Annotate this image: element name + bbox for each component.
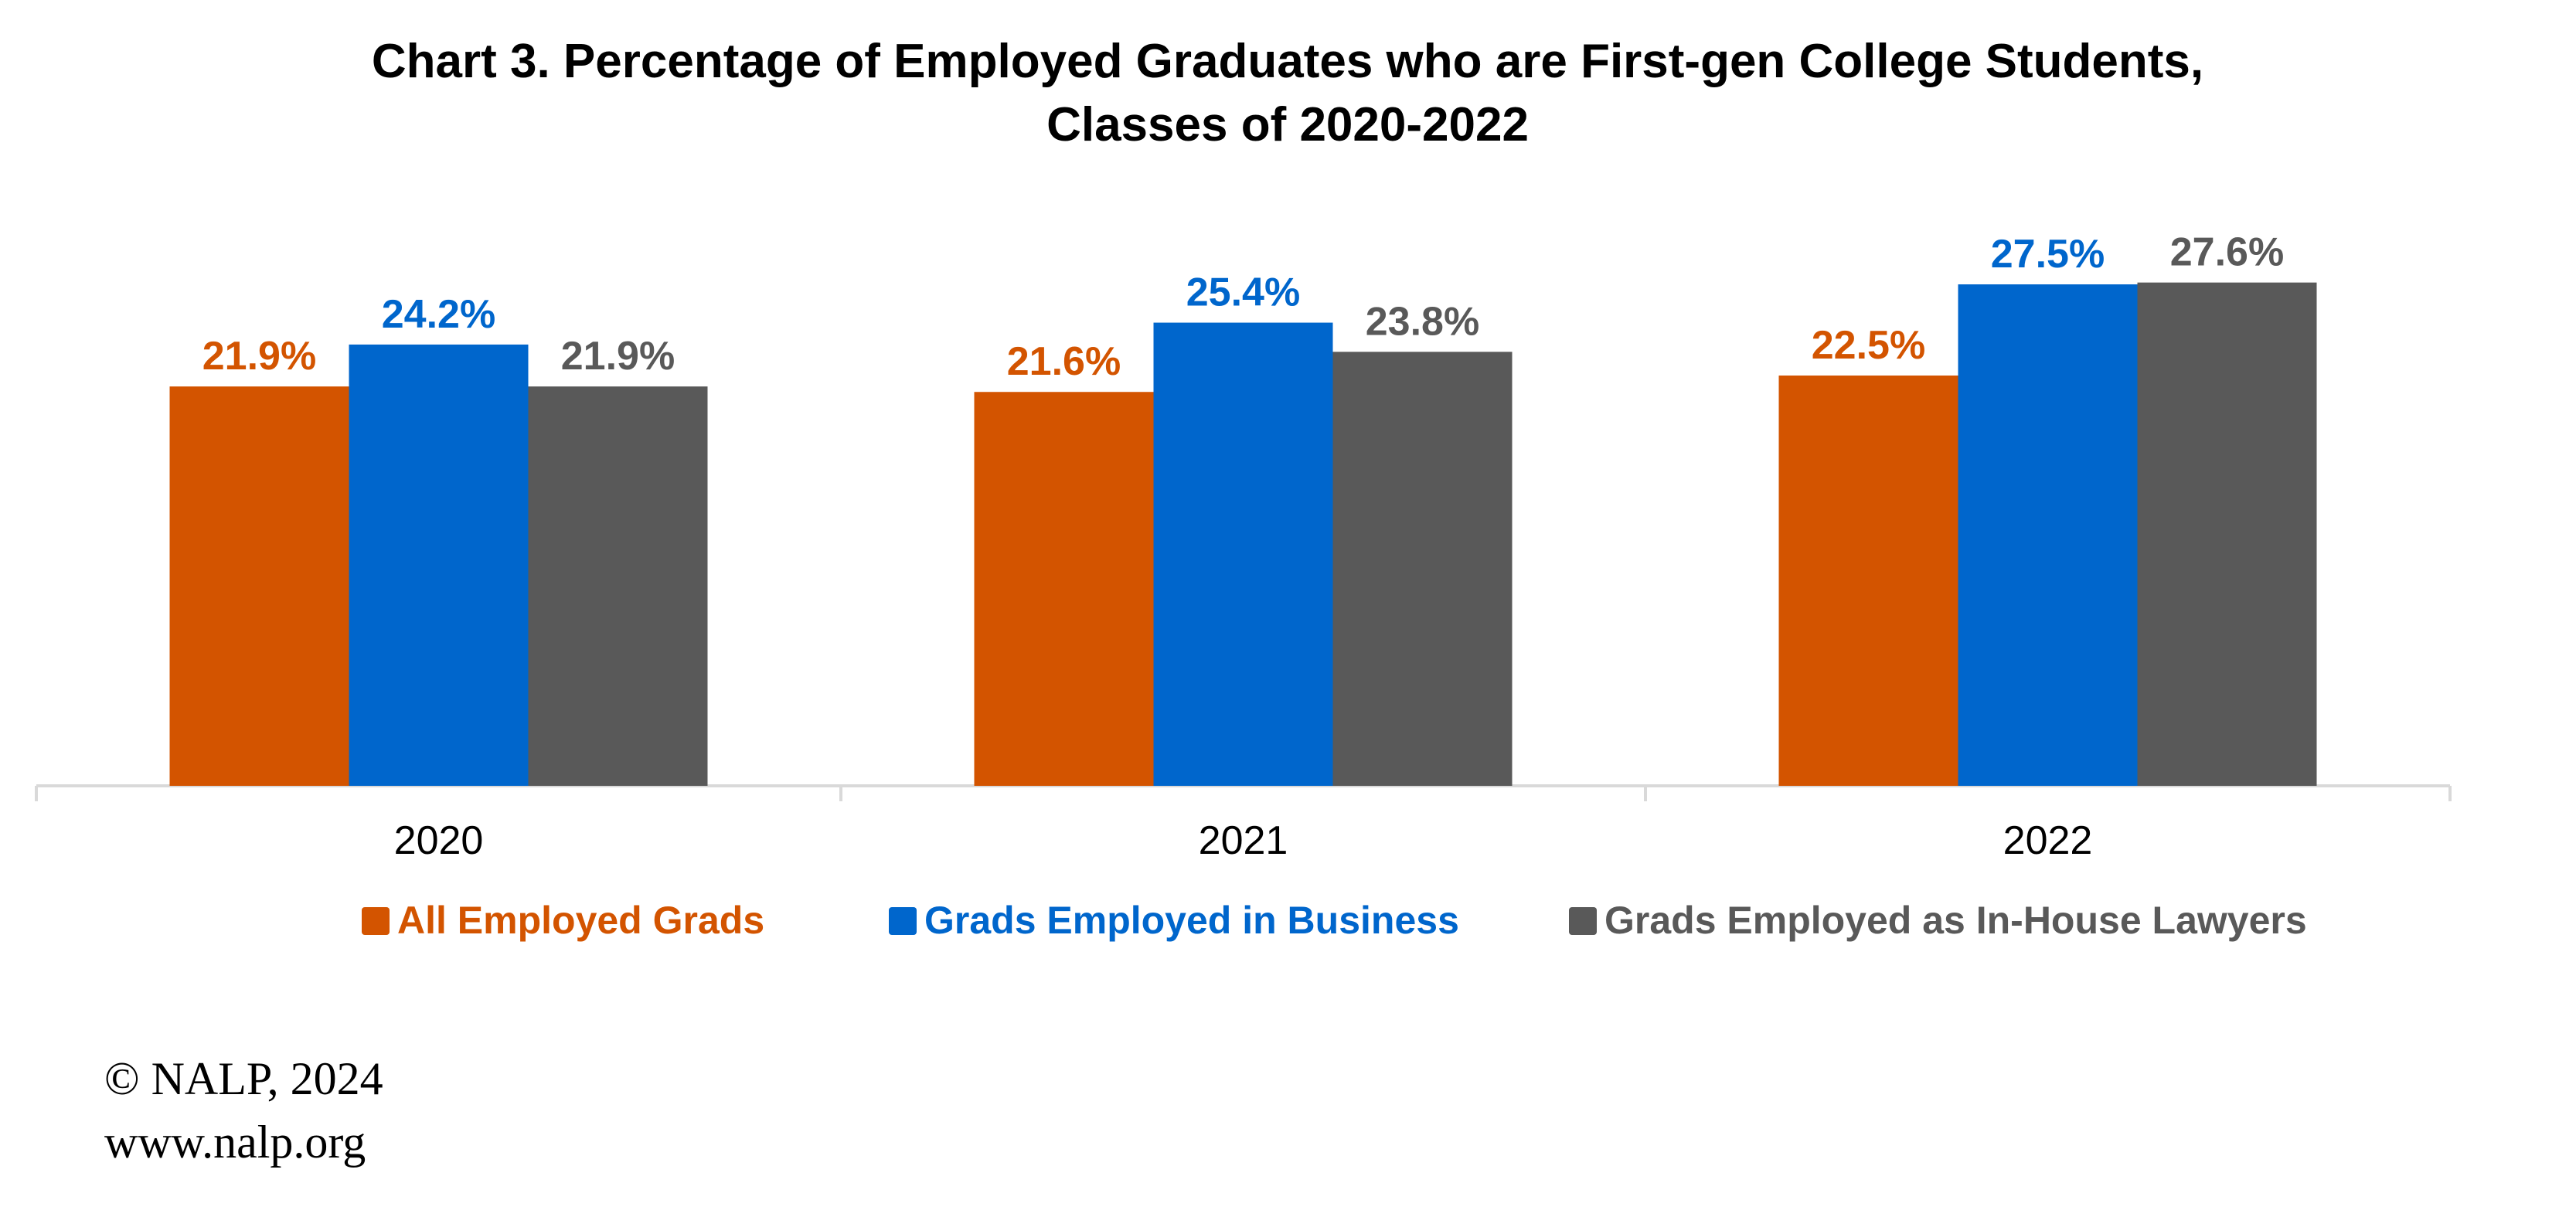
footer: © NALP, 2024 www.nalp.org (104, 1047, 383, 1174)
chart-title-line-2: Classes of 2020-2022 (1046, 98, 1529, 151)
legend: All Employed Grads Grads Employed in Busi… (362, 899, 2307, 942)
website-link[interactable]: www.nalp.org (104, 1117, 366, 1168)
x-axis (35, 784, 2452, 801)
category-label-2020: 2020 (394, 818, 484, 863)
data-label-2021-series-2: 25.4% (1186, 270, 1300, 315)
data-labels: 21.9% 24.2% 21.9% 21.6% 25.4% 23.8% 22.5% 27.5%… (202, 230, 2284, 385)
legend-swatch-series-1 (362, 907, 390, 935)
data-label-2021-series-1: 21.6% (1007, 339, 1121, 384)
legend-label-series-2: Grads Employed in Business (924, 899, 1459, 942)
bar-2020-series-3 (528, 386, 708, 786)
bar-2020-series-2 (349, 344, 529, 786)
category-labels: 2020 2021 2022 (394, 818, 2093, 863)
bar-2020-series-1 (169, 386, 349, 786)
legend-swatch-series-2 (889, 907, 917, 935)
copyright-text: © NALP, 2024 (104, 1053, 383, 1104)
legend-swatch-series-3 (1569, 907, 1597, 935)
bar-2022-series-2 (1958, 284, 2138, 786)
category-label-2022: 2022 (2003, 818, 2093, 863)
chart-title-line-1: Chart 3. Percentage of Employed Graduate… (372, 35, 2203, 88)
bar-2022-series-1 (1778, 376, 1958, 786)
bar-2021-series-3 (1332, 352, 1513, 786)
bar-2021-series-2 (1153, 322, 1333, 786)
legend-label-series-3: Grads Employed as In-House Lawyers (1604, 899, 2307, 942)
data-label-2022-series-1: 22.5% (1812, 323, 1925, 368)
data-label-2022-series-3: 27.6% (2170, 230, 2284, 275)
bars (169, 282, 2317, 786)
legend-label-series-1: All Employed Grads (397, 899, 764, 942)
data-label-2020-series-1: 21.9% (202, 334, 316, 379)
bar-2022-series-3 (2137, 282, 2317, 786)
data-label-2021-series-3: 23.8% (1366, 299, 1479, 344)
category-label-2021: 2021 (1199, 818, 1288, 863)
bar-2021-series-1 (974, 392, 1154, 786)
data-label-2022-series-2: 27.5% (1991, 232, 2105, 277)
data-label-2020-series-3: 21.9% (561, 334, 675, 379)
data-label-2020-series-2: 24.2% (382, 292, 495, 337)
